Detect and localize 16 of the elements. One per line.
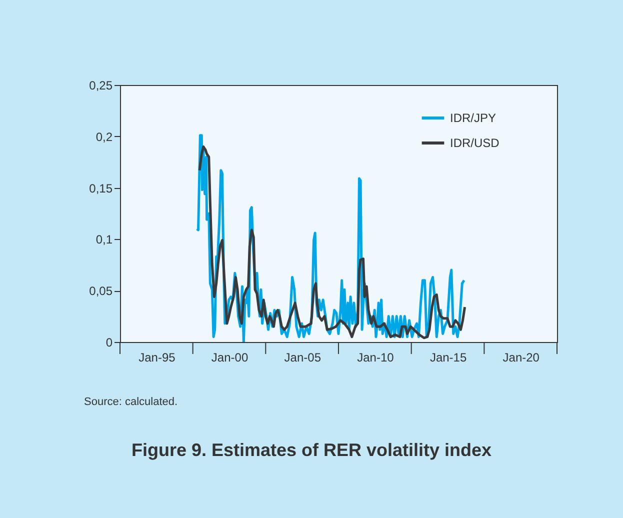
- y-tick-label: 0,1: [96, 232, 113, 247]
- y-tick-label: 0,25: [89, 78, 113, 92]
- y-tick-label: 0,2: [96, 130, 113, 144]
- y-tick-label: 0,05: [89, 284, 113, 298]
- y-tick-label: 0: [106, 336, 113, 350]
- text: Figure 9. Estimates of RER volatility index: [130, 440, 493, 461]
- x-tick-label: Jan-95: [138, 350, 176, 364]
- legend-label: IDR/USD: [450, 136, 500, 150]
- x-tick-label: Jan-10: [357, 350, 394, 364]
- x-tick-label: Jan-00: [211, 350, 248, 364]
- x-tick-label: Jan-15: [430, 350, 467, 364]
- x-tick-label: Jan-20: [502, 350, 540, 364]
- source-note: Source: calculated.: [84, 396, 178, 408]
- y-tick-label: 0,15: [89, 181, 113, 196]
- x-tick-label: Jan-05: [284, 350, 322, 364]
- legend-label: IDR/JPY: [450, 111, 496, 125]
